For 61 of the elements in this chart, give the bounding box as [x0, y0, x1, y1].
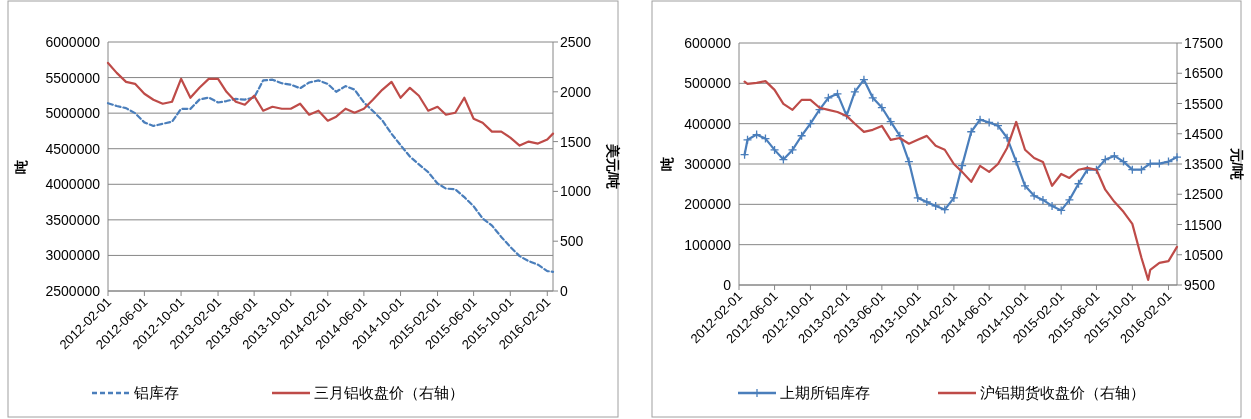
line-series — [106, 78, 555, 273]
y-tick-label: 300000 — [684, 156, 732, 172]
y2-tick-label: 13500 — [1184, 156, 1224, 172]
line-series — [743, 80, 1179, 281]
y2-tick-label: 14500 — [1184, 125, 1224, 142]
y2-tick-label: 17500 — [1184, 35, 1224, 51]
point — [769, 145, 780, 155]
y2-tick-label: 1500 — [560, 133, 592, 150]
y-tick-label: 0 — [723, 277, 732, 293]
legend-label: 三月铝收盘价（右轴） — [314, 384, 464, 401]
legend-label: 铝库存 — [133, 384, 179, 401]
y2-tick-label: 500 — [560, 233, 584, 250]
point — [1109, 151, 1120, 161]
y-tick-label: 6000000 — [45, 34, 101, 50]
y2-tick-label: 11500 — [1184, 216, 1223, 233]
y-tick-label: 4500000 — [45, 140, 101, 157]
y-tick-label: 200000 — [684, 196, 732, 213]
point — [1064, 195, 1075, 205]
point — [957, 160, 967, 171]
point — [975, 114, 985, 125]
y-axis-title: 吨 — [13, 159, 29, 174]
y-axis-title: 吨 — [659, 157, 675, 171]
y2-tick-label: 2000 — [560, 83, 592, 100]
point — [787, 145, 798, 155]
point — [922, 197, 932, 207]
y2-tick-label: 10500 — [1184, 246, 1224, 263]
y-tick-label: 500000 — [684, 75, 732, 92]
line-series — [106, 61, 555, 147]
y2-axis-title: 美元/吨 — [605, 142, 621, 190]
y2-tick-label: 15500 — [1184, 95, 1224, 112]
y2-axis-title: 元/吨 — [1229, 147, 1245, 180]
point — [1047, 201, 1057, 211]
point — [823, 93, 834, 103]
y-tick-label: 2500000 — [45, 283, 101, 299]
point — [904, 156, 914, 167]
y-tick-label: 5500000 — [45, 69, 101, 86]
point — [913, 193, 923, 203]
y-tick-label: 100000 — [684, 236, 732, 253]
point — [949, 193, 959, 203]
y-tick-label: 3500000 — [45, 211, 101, 228]
point — [993, 121, 1003, 131]
point — [1020, 181, 1030, 191]
point — [859, 75, 869, 85]
point — [1029, 191, 1039, 201]
legend-label: 沪铝期货收盘价（右轴） — [980, 384, 1145, 401]
y-tick-label: 400000 — [684, 115, 732, 132]
y2-tick-label: 0 — [560, 283, 568, 299]
y-tick-label: 600000 — [684, 35, 732, 51]
y2-tick-label: 1000 — [560, 183, 592, 200]
y-tick-label: 3000000 — [45, 247, 101, 264]
y2-tick-label: 9500 — [1184, 277, 1216, 293]
y2-tick-label: 16500 — [1184, 65, 1224, 82]
point — [877, 102, 887, 113]
legend-label: 上期所铝库存 — [780, 384, 870, 401]
point — [868, 93, 878, 103]
y-tick-label: 5000000 — [45, 105, 101, 122]
y-tick-label: 4000000 — [45, 176, 101, 193]
point — [931, 201, 941, 211]
point — [1038, 195, 1048, 205]
y2-tick-label: 2500 — [560, 34, 592, 50]
y2-tick-label: 12500 — [1184, 186, 1224, 203]
